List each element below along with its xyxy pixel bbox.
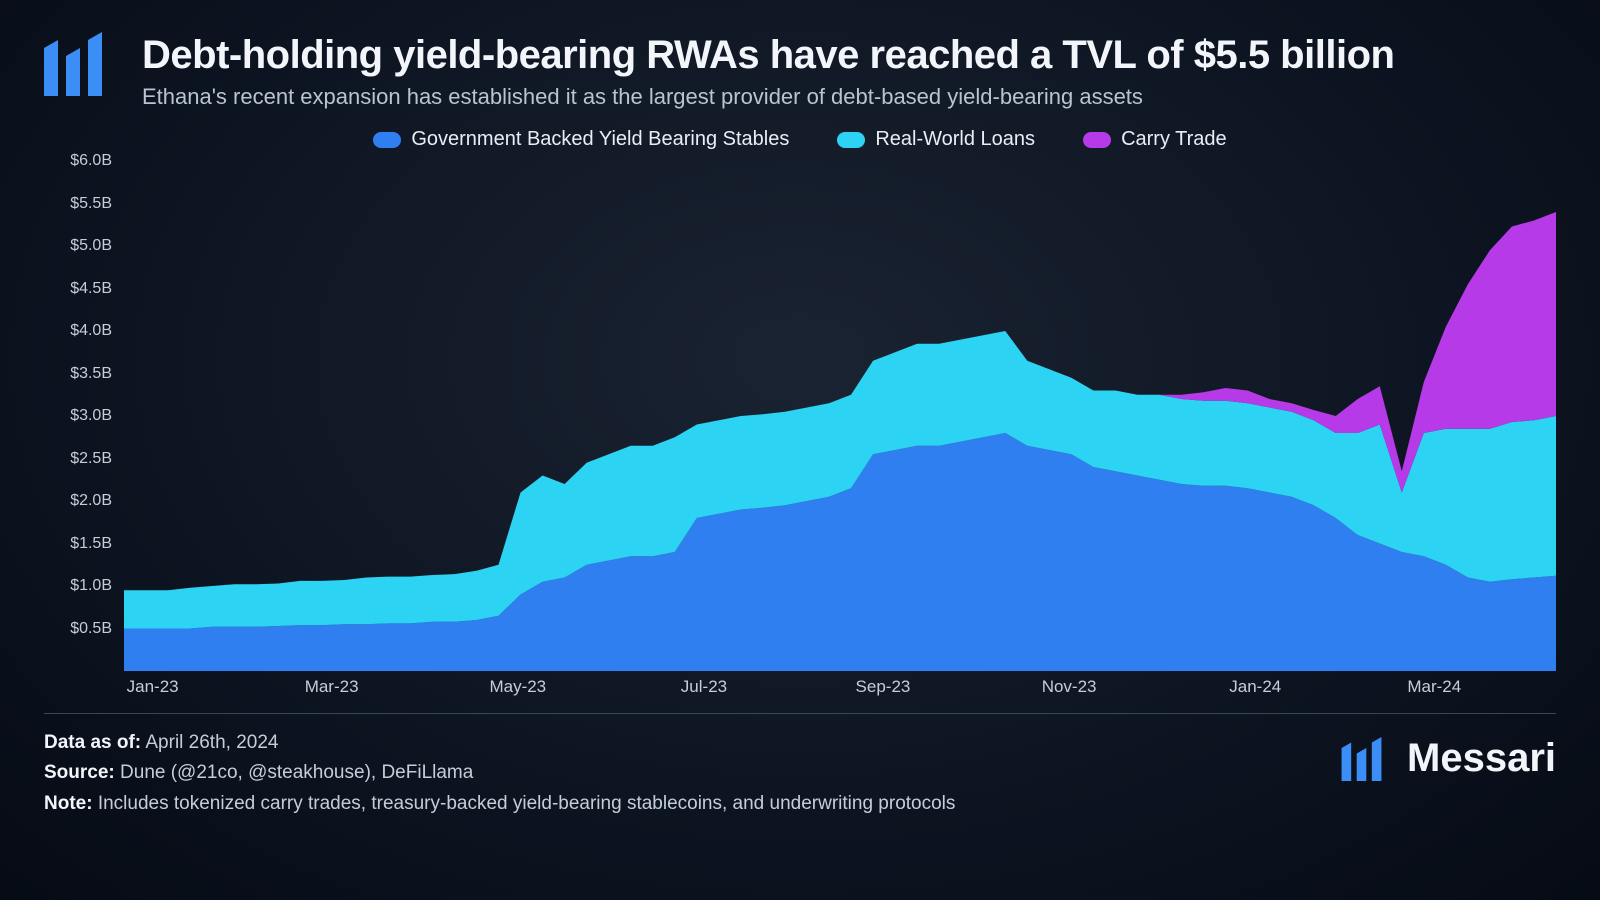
chart-title: Debt-holding yield-bearing RWAs have rea…	[142, 32, 1556, 78]
footer-text: Data as of: April 26th, 2024 Source: Dun…	[44, 728, 955, 819]
legend-item: Carry Trade	[1083, 128, 1227, 151]
plot-area	[124, 161, 1556, 671]
y-tick-label: $3.5B	[70, 365, 112, 383]
x-tick-label: Mar-23	[305, 677, 359, 697]
legend-item: Real-World Loans	[837, 128, 1035, 151]
x-tick-label: May-23	[489, 677, 546, 697]
legend-swatch	[1083, 132, 1111, 148]
brand-name: Messari	[1407, 736, 1556, 781]
source-label: Source:	[44, 762, 115, 783]
chart-subtitle: Ethana's recent expansion has establishe…	[142, 84, 1556, 110]
x-tick-label: Mar-24	[1407, 677, 1461, 697]
y-tick-label: $4.5B	[70, 280, 112, 298]
y-tick-label: $1.0B	[70, 577, 112, 595]
y-axis: $0.5B $1.0B $1.5B $2.0B $2.5B $3.0B $3.5B $4.0B…	[44, 161, 120, 671]
source-value: Dune (@21co, @steakhouse), DeFiLlama	[115, 762, 474, 783]
legend-label: Government Backed Yield Bearing Stables	[411, 128, 789, 151]
y-tick-label: $6.0B	[70, 152, 112, 170]
x-tick-label: Jan-24	[1229, 677, 1281, 697]
note-value: Includes tokenized carry trades, treasur…	[93, 793, 956, 814]
stacked-area-svg	[124, 161, 1556, 671]
data-as-of-label: Data as of:	[44, 732, 141, 753]
x-axis: Jan-23 Mar-23 May-23 Jul-23 Sep-23 Nov-23 Jan-…	[124, 671, 1556, 701]
x-tick-label: Jan-23	[127, 677, 179, 697]
y-tick-label: $2.0B	[70, 492, 112, 510]
y-tick-label: $5.0B	[70, 237, 112, 255]
legend-swatch	[837, 132, 865, 148]
y-tick-label: $4.0B	[70, 322, 112, 340]
y-tick-label: $1.5B	[70, 535, 112, 553]
x-tick-label: Nov-23	[1042, 677, 1097, 697]
legend-label: Carry Trade	[1121, 128, 1227, 151]
footer: Data as of: April 26th, 2024 Source: Dun…	[44, 713, 1556, 819]
legend-swatch	[373, 132, 401, 148]
data-as-of-value: April 26th, 2024	[141, 732, 278, 753]
messari-logo-icon	[1341, 737, 1393, 781]
legend-label: Real-World Loans	[875, 128, 1035, 151]
footer-brand: Messari	[1341, 728, 1556, 781]
y-tick-label: $3.0B	[70, 407, 112, 425]
header: Debt-holding yield-bearing RWAs have rea…	[0, 0, 1600, 110]
x-tick-label: Jul-23	[681, 677, 727, 697]
x-tick-label: Sep-23	[856, 677, 911, 697]
note-label: Note:	[44, 793, 93, 814]
y-tick-label: $0.5B	[70, 620, 112, 638]
y-tick-label: $5.5B	[70, 195, 112, 213]
messari-logo-icon	[44, 32, 118, 96]
y-tick-label: $2.5B	[70, 450, 112, 468]
chart: $0.5B $1.0B $1.5B $2.0B $2.5B $3.0B $3.5B $4.0B…	[44, 161, 1556, 701]
legend: Government Backed Yield Bearing Stables …	[0, 128, 1600, 151]
legend-item: Government Backed Yield Bearing Stables	[373, 128, 789, 151]
